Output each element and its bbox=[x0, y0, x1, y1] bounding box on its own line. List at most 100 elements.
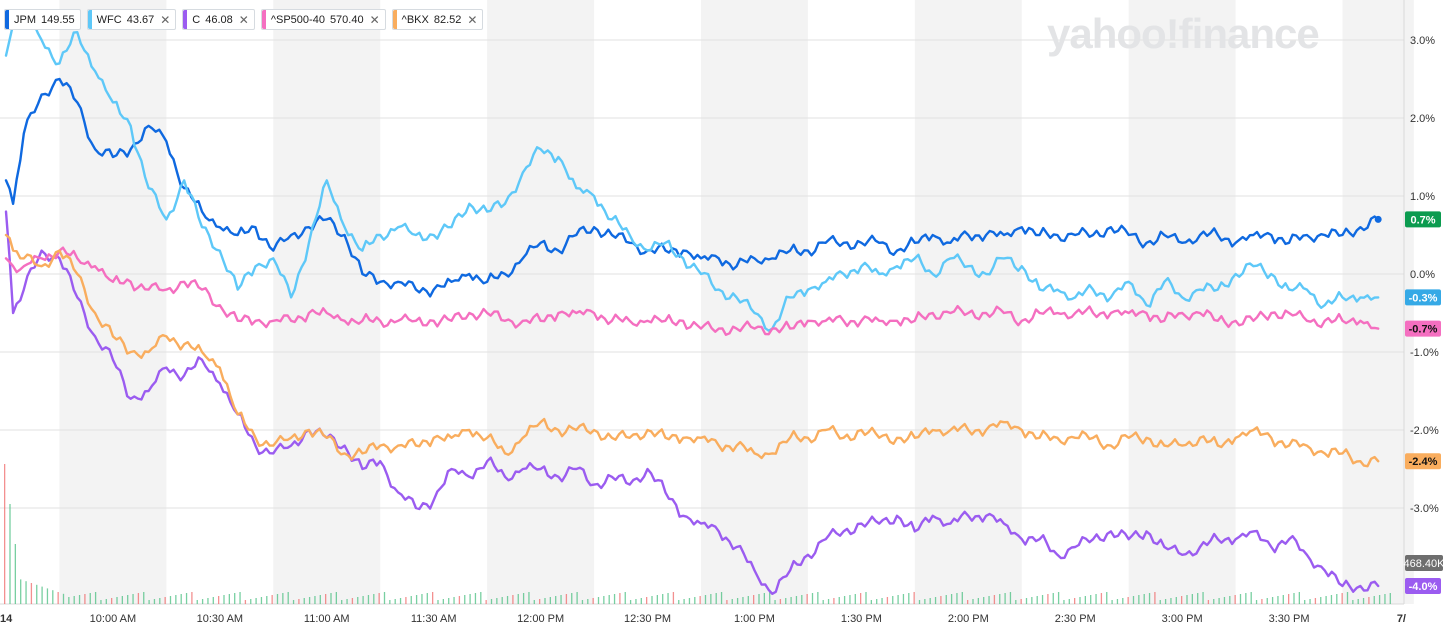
volume-bar bbox=[576, 592, 578, 604]
volume-bar bbox=[710, 594, 712, 604]
legend-chip-wfc[interactable]: WFC 43.67 ✕ bbox=[86, 9, 177, 30]
volume-bar bbox=[9, 504, 11, 604]
volume-bar bbox=[699, 596, 701, 604]
legend-symbol: JPM bbox=[14, 13, 36, 26]
volume-bar bbox=[779, 599, 782, 604]
volume-bar bbox=[924, 599, 926, 604]
remove-series-icon[interactable]: ✕ bbox=[467, 12, 478, 27]
volume-bar bbox=[4, 464, 6, 604]
volume-bar bbox=[153, 599, 156, 604]
volume-bar bbox=[415, 595, 418, 604]
volume-bar bbox=[774, 600, 776, 604]
legend-chip-jpm[interactable]: JPM 149.55 bbox=[4, 9, 81, 30]
volume-bar bbox=[1288, 594, 1290, 604]
volume-bar bbox=[1074, 598, 1076, 604]
volume-bar bbox=[1181, 596, 1183, 604]
volume-bar bbox=[1164, 599, 1167, 604]
volume-bar bbox=[870, 600, 872, 604]
volume-bar bbox=[1106, 592, 1108, 604]
remove-series-icon[interactable]: ✕ bbox=[160, 12, 171, 27]
volume-bar bbox=[726, 600, 728, 604]
volume-bar bbox=[892, 596, 894, 604]
x-tick-label: 1:30 PM bbox=[841, 613, 882, 625]
x-tick-label: 14 bbox=[0, 613, 13, 625]
series-line-jpm bbox=[4, 77, 1380, 298]
last-value-bg bbox=[1405, 211, 1441, 228]
volume-bar bbox=[1004, 593, 1006, 604]
volume-bar bbox=[1293, 593, 1295, 604]
volume-label: 468.40K bbox=[1404, 558, 1446, 570]
volume-bar bbox=[1095, 594, 1097, 604]
volume-bar bbox=[52, 590, 54, 604]
legend-symbol: C bbox=[192, 13, 201, 26]
volume-bar bbox=[672, 592, 675, 604]
remove-series-icon[interactable]: ✕ bbox=[369, 12, 380, 27]
remove-series-icon[interactable]: ✕ bbox=[238, 12, 249, 27]
grid-band bbox=[273, 0, 381, 604]
volume-bar bbox=[1122, 598, 1124, 604]
volume-bar bbox=[159, 598, 161, 604]
volume-bars bbox=[4, 464, 1391, 604]
volume-bar bbox=[357, 597, 359, 604]
volume-bar bbox=[860, 593, 862, 604]
volume-bar bbox=[1298, 592, 1300, 604]
volume-bar bbox=[330, 593, 332, 604]
volume-bar bbox=[308, 597, 311, 604]
volume-bar bbox=[988, 596, 990, 604]
volume-bar bbox=[255, 598, 257, 604]
volume-bar bbox=[373, 594, 375, 604]
volume-bar bbox=[191, 592, 193, 604]
volume-bar bbox=[629, 600, 632, 604]
volume-bar bbox=[1213, 599, 1215, 604]
volume-bar bbox=[1218, 598, 1220, 604]
volume-bar bbox=[1148, 593, 1151, 604]
volume-bar bbox=[704, 595, 707, 604]
legend-chip-bkx[interactable]: ^BKX 82.52 ✕ bbox=[391, 9, 484, 30]
last-value-bg bbox=[1405, 289, 1441, 306]
volume-bar bbox=[276, 594, 279, 604]
grid-band bbox=[914, 0, 1022, 604]
legend-swatch bbox=[87, 10, 92, 29]
volume-bar bbox=[678, 600, 680, 604]
legend-chip-c[interactable]: C 46.08 ✕ bbox=[182, 9, 255, 30]
legend-symbol: ^BKX bbox=[401, 13, 429, 26]
volume-bar bbox=[399, 598, 402, 604]
last-point bbox=[1374, 215, 1382, 223]
volume-bar bbox=[662, 594, 664, 604]
volume-bar bbox=[437, 600, 439, 604]
last-value-label: -2.4% bbox=[1409, 456, 1438, 468]
volume-bar bbox=[62, 593, 65, 604]
volume-bar bbox=[271, 595, 273, 604]
volume-bar bbox=[961, 592, 963, 604]
volume-bar bbox=[1090, 595, 1092, 604]
volume-bar bbox=[234, 593, 236, 604]
volume-bar bbox=[1202, 592, 1204, 604]
volume-bar bbox=[239, 592, 241, 604]
volume-bar bbox=[68, 597, 70, 604]
legend: JPM 149.55 WFC 43.67 ✕ C 46.08 ✕ ^SP500-40 570.40… bbox=[4, 9, 484, 30]
volume-bar bbox=[180, 594, 182, 604]
volume-bar bbox=[292, 600, 295, 604]
series-line-wfc bbox=[4, 15, 1380, 332]
volume-bar bbox=[1143, 594, 1145, 604]
volume-bar bbox=[1175, 597, 1177, 604]
volume-bar bbox=[185, 593, 188, 604]
volume-bar bbox=[78, 595, 81, 604]
volume-bar bbox=[89, 593, 91, 604]
x-tick-label: 10:30 AM bbox=[197, 613, 243, 625]
volume-bar bbox=[474, 593, 477, 604]
volume-bar bbox=[1154, 592, 1156, 604]
volume-bar bbox=[581, 600, 584, 604]
volume-bar bbox=[1127, 597, 1129, 604]
last-value-label: 0.7% bbox=[1410, 214, 1435, 226]
volume-bar bbox=[811, 593, 814, 604]
last-value-label: -4.0% bbox=[1409, 581, 1438, 593]
series-line-sp50040 bbox=[4, 246, 1380, 336]
last-value-label: -0.7% bbox=[1409, 324, 1438, 336]
legend-chip-sp50040[interactable]: ^SP500-40 570.40 ✕ bbox=[260, 9, 386, 30]
legend-symbol: ^SP500-40 bbox=[270, 13, 325, 26]
volume-bar bbox=[640, 598, 642, 604]
grid-band bbox=[1342, 0, 1414, 604]
volume-bar bbox=[1250, 592, 1252, 604]
volume-bar bbox=[426, 593, 428, 604]
